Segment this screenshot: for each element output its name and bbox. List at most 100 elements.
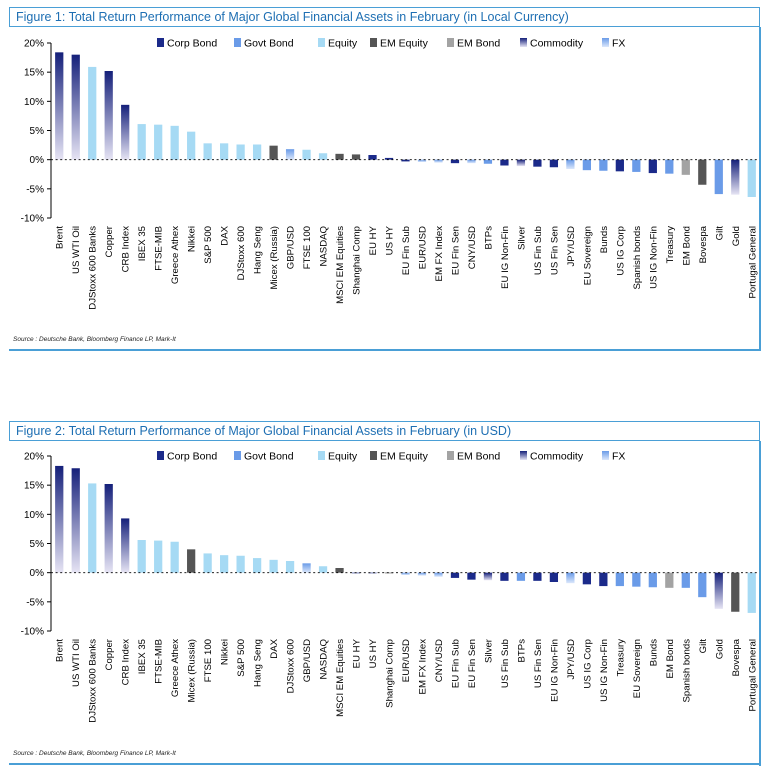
bar-djstoxx-600-banks xyxy=(88,483,97,573)
x-tick-label-eu-hy: EU HY xyxy=(352,638,363,668)
legend-label-corp-bond: Corp Bond xyxy=(167,38,217,50)
bar-jpy-usd xyxy=(566,572,575,584)
x-tick-label-greece-athex: Greece Athex xyxy=(170,226,181,284)
legend-swatch-equity xyxy=(318,38,325,47)
bar-eu-sovereign xyxy=(582,159,591,171)
legend-swatch-fx xyxy=(602,451,609,460)
x-tick-label-treasury: Treasury xyxy=(615,639,626,677)
bar-gold xyxy=(731,159,740,195)
bar-djstoxx-600-banks xyxy=(88,66,97,160)
x-tick-label-jpy-usd: JPY/USD xyxy=(566,639,577,680)
x-tick-label-em-bond: EM Bond xyxy=(665,639,676,678)
x-tick-label-micex-russia: Micex (Russia) xyxy=(269,226,280,289)
x-tick-label-bovespa: Bovespa xyxy=(698,225,709,263)
x-tick-label-cny-usd: CNY/USD xyxy=(467,226,478,269)
x-tick-label-em-fx-index: EM FX Index xyxy=(434,226,445,282)
x-tick-label-eu-sovereign: EU Sovereign xyxy=(582,226,593,285)
bar-treasury xyxy=(615,572,624,587)
legend-label-fx: FX xyxy=(612,38,625,50)
figure-2-frame-bottom xyxy=(9,763,761,765)
x-tick-label-eu-sovereign: EU Sovereign xyxy=(632,639,643,698)
bar-portugal-general xyxy=(747,572,756,613)
x-tick-label-us-fin-sub: US Fin Sub xyxy=(533,226,544,275)
figure-1-frame-right xyxy=(759,27,761,351)
y-tick-label: 10% xyxy=(24,510,44,521)
bar-cny-usd xyxy=(467,159,476,164)
bar-em-bond xyxy=(665,572,674,588)
legend-swatch-em-bond xyxy=(447,38,454,47)
x-tick-label-us-fin-sen: US Fin Sen xyxy=(533,639,544,688)
bar-us-fin-sub xyxy=(533,159,542,167)
x-tick-label-s-p-500: S&P 500 xyxy=(236,639,247,677)
legend-swatch-em-equity xyxy=(370,451,377,460)
x-tick-label-gold: Gold xyxy=(714,639,725,659)
x-tick-label-eu-fin-sen: EU Fin Sen xyxy=(450,226,461,275)
bar-copper xyxy=(104,71,113,160)
x-tick-label-copper: Copper xyxy=(104,225,115,257)
bar-portugal-general xyxy=(747,159,756,197)
figure-1-source: Source : Deutsche Bank, Bloomberg Financ… xyxy=(13,336,176,343)
legend-label-equity: Equity xyxy=(328,38,358,50)
bar-us-wti-oil xyxy=(71,54,80,160)
x-tick-label-djstoxx-600: DJStoxx 600 xyxy=(236,226,247,280)
bar-brent xyxy=(55,465,64,573)
x-tick-label-crb-index: CRB Index xyxy=(121,226,132,273)
x-tick-label-nasdaq: NASDAQ xyxy=(319,226,330,267)
x-tick-label-jpy-usd: JPY/USD xyxy=(566,226,577,267)
figure-2-frame-right xyxy=(759,441,761,766)
x-tick-label-us-hy: US HY xyxy=(368,638,379,668)
bar-us-fin-sen xyxy=(533,572,542,581)
bar-greece-athex xyxy=(170,125,179,160)
x-tick-label-msci-em-equities: MSCI EM Equities xyxy=(335,639,346,717)
bar-ftse-100 xyxy=(203,553,212,573)
bar-bovespa xyxy=(698,159,707,185)
legend-swatch-fx xyxy=(602,38,609,47)
x-tick-label-nikkei: Nikkei xyxy=(187,226,198,252)
bar-eur-usd xyxy=(417,159,427,162)
x-tick-label-portugal-general: Portugal General xyxy=(747,639,758,712)
bar-us-hy xyxy=(384,157,394,160)
x-tick-label-dax: DAX xyxy=(220,225,231,245)
x-tick-label-silver: Silver xyxy=(516,225,527,250)
bar-gold xyxy=(714,572,723,609)
y-tick-label: -5% xyxy=(26,184,44,195)
x-tick-label-brent: Brent xyxy=(55,639,66,662)
y-tick-label: 5% xyxy=(30,539,45,550)
bar-eu-fin-sub xyxy=(450,572,460,578)
x-tick-label-greece-athex: Greece Athex xyxy=(170,639,181,697)
x-tick-label-us-fin-sub: US Fin Sub xyxy=(500,639,511,688)
bar-spanish-bonds xyxy=(632,159,641,172)
bar-eu-ig-non-fin xyxy=(500,159,509,166)
bar-brent xyxy=(55,52,64,160)
bar-djstoxx-600 xyxy=(285,561,295,573)
bar-micex-russia xyxy=(269,145,278,160)
bar-eu-hy xyxy=(368,155,377,160)
legend-swatch-govt-bond xyxy=(234,451,241,460)
bar-us-ig-corp xyxy=(615,159,624,172)
legend-label-fx: FX xyxy=(612,451,625,463)
x-tick-label-us-ig-non-fin: US IG Non-Fin xyxy=(648,226,659,289)
bar-gilt xyxy=(714,159,723,195)
x-tick-label-brent: Brent xyxy=(55,226,66,249)
bar-silver xyxy=(516,159,526,167)
y-tick-label: 10% xyxy=(24,97,44,108)
x-tick-label-us-ig-non-fin: US IG Non-Fin xyxy=(599,639,610,702)
x-tick-label-ftse-mib: FTSE-MIB xyxy=(154,226,165,271)
x-tick-label-bunds: Bunds xyxy=(648,639,659,666)
x-tick-label-s-p-500: S&P 500 xyxy=(203,226,214,264)
bar-ibex-35 xyxy=(137,540,146,573)
x-tick-label-us-wti-oil: US WTI Oil xyxy=(71,226,82,274)
x-tick-label-btps: BTPs xyxy=(483,226,494,250)
bar-us-ig-non-fin xyxy=(599,572,608,587)
x-tick-label-dax: DAX xyxy=(269,638,280,658)
figure-1: Figure 1: Total Return Performance of Ma… xyxy=(0,0,765,352)
bar-greece-athex xyxy=(170,541,179,573)
bar-eu-ig-non-fin xyxy=(549,572,559,582)
x-tick-label-msci-em-equities: MSCI EM Equities xyxy=(335,226,346,304)
x-tick-label-micex-russia: Micex (Russia) xyxy=(187,639,198,702)
bar-dax xyxy=(269,559,278,573)
x-tick-label-crb-index: CRB Index xyxy=(121,639,132,686)
y-tick-label: 5% xyxy=(30,126,45,137)
x-tick-label-eu-ig-non-fin: EU IG Non-Fin xyxy=(549,639,560,702)
bar-em-fx-index xyxy=(434,159,443,163)
